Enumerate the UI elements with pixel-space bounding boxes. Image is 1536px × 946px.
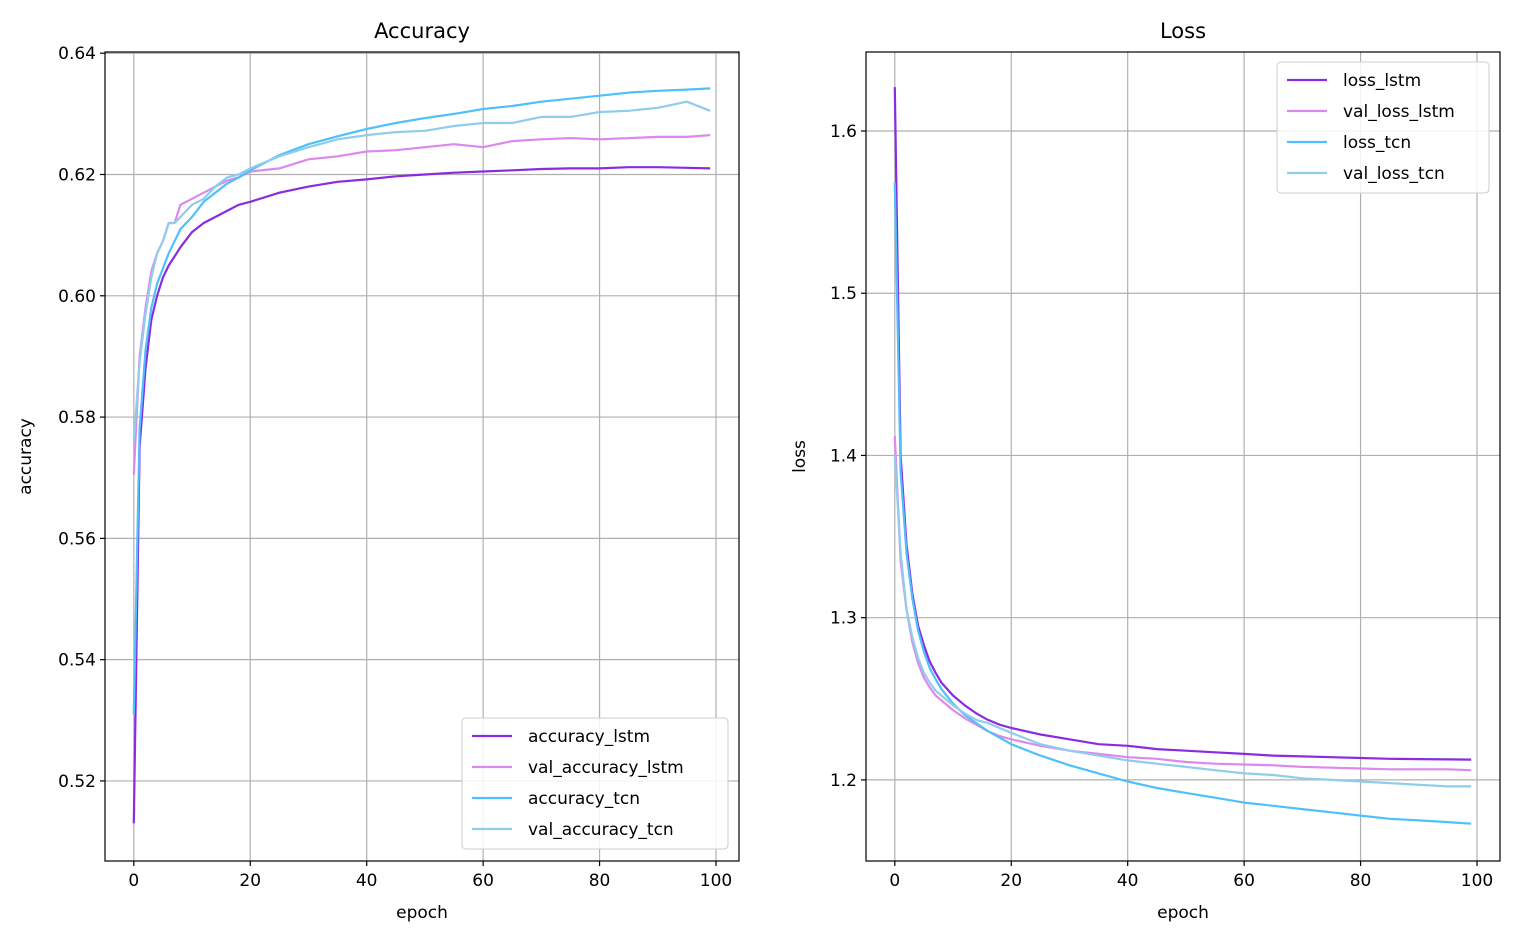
- series-line-val-accuracy-lstm: [132, 134, 711, 475]
- chart-title: Accuracy: [374, 19, 470, 43]
- y-tick-label: 1.3: [830, 609, 857, 629]
- y-tick-label: 0.52: [58, 772, 96, 792]
- legend-box: [461, 717, 729, 850]
- y-tick-label: 1.6: [830, 122, 857, 142]
- x-tick-label: 100: [1461, 871, 1493, 891]
- legend-label: val_accuracy_lstm: [528, 758, 684, 778]
- legend-box: [1276, 61, 1490, 194]
- y-axis-label: accuracy: [16, 418, 36, 495]
- x-axis-label: epoch: [1157, 903, 1209, 923]
- y-tick-label: 0.56: [58, 529, 96, 549]
- axes-frame: [104, 51, 740, 862]
- series-line-accuracy-lstm: [132, 166, 711, 824]
- y-tick-label: 1.4: [830, 446, 857, 466]
- x-tick-label: 0: [889, 871, 900, 891]
- y-tick-label: 1.2: [830, 771, 857, 791]
- y-tick-label: 0.54: [58, 651, 96, 671]
- x-tick-label: 20: [239, 871, 261, 891]
- legend-label: accuracy_lstm: [528, 727, 650, 747]
- x-tick-label: 40: [356, 871, 378, 891]
- x-axis-label: epoch: [396, 903, 448, 923]
- y-tick-label: 0.64: [58, 44, 96, 64]
- legend-label: val_loss_tcn: [1343, 164, 1445, 184]
- y-axis-label: loss: [790, 440, 810, 473]
- series-line-val-loss-tcn: [893, 455, 1472, 788]
- series-line-loss-tcn: [893, 182, 1472, 825]
- x-tick-label: 80: [1350, 871, 1372, 891]
- x-tick-label: 20: [1000, 871, 1022, 891]
- legend-label: loss_tcn: [1343, 133, 1411, 153]
- chart-loss: 0 20 40 60 80 100 1.2 1.3 1.4 1.5 1.6 Loss epoch loss…: [790, 19, 1501, 923]
- legend: loss_lstm val_loss_lstm loss_tcn val_loss_t…: [1276, 61, 1490, 194]
- x-tick-label: 40: [1117, 871, 1139, 891]
- legend-label: loss_lstm: [1343, 71, 1421, 91]
- series-line-loss-lstm: [893, 87, 1472, 761]
- y-tick-label: 0.60: [58, 287, 96, 307]
- chart-accuracy: 0 20 40 60 80 100 0.52 0.54 0.56 0.58 0.60 0.62 0.64…: [16, 19, 740, 923]
- axes-frame: [865, 51, 1501, 862]
- x-tick-label: 80: [589, 871, 611, 891]
- legend-label: accuracy_tcn: [528, 789, 640, 809]
- series-line-accuracy-tcn: [132, 87, 711, 715]
- series-line-val-accuracy-tcn: [132, 100, 711, 442]
- y-tick-label: 1.5: [830, 284, 857, 304]
- x-tick-label: 60: [472, 871, 494, 891]
- x-tick-label: 100: [700, 871, 732, 891]
- y-tick-label: 0.58: [58, 408, 96, 428]
- legend-label: val_accuracy_tcn: [528, 820, 674, 840]
- x-tick-label: 60: [1233, 871, 1255, 891]
- series-line-val-loss-lstm: [893, 435, 1472, 772]
- legend-label: val_loss_lstm: [1343, 102, 1455, 122]
- x-tick-label: 0: [128, 871, 139, 891]
- chart-title: Loss: [1160, 19, 1206, 43]
- legend: accuracy_lstm val_accuracy_lstm accuracy_t…: [461, 717, 729, 850]
- y-tick-label: 0.62: [58, 166, 96, 186]
